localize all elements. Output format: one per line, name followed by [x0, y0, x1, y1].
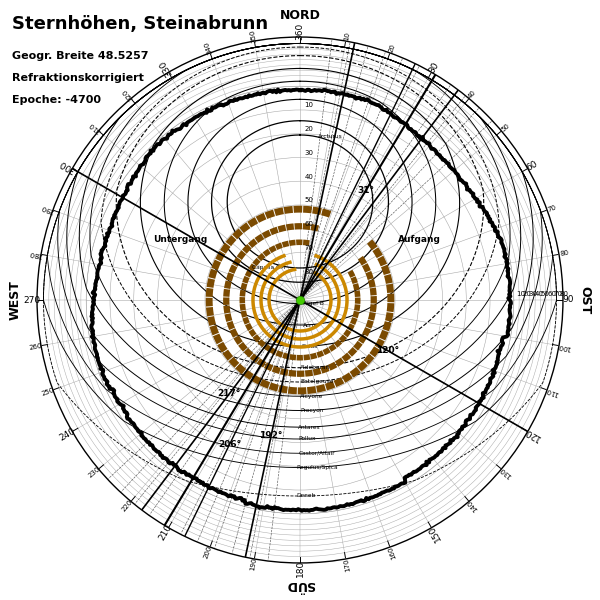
- Text: 60: 60: [525, 159, 539, 173]
- Text: 50: 50: [541, 292, 550, 298]
- Text: 220: 220: [121, 499, 134, 512]
- Text: Untergang: Untergang: [153, 235, 207, 244]
- Text: NORD: NORD: [280, 8, 320, 22]
- Text: 31°: 31°: [358, 185, 374, 194]
- Text: 30: 30: [529, 292, 538, 298]
- Text: 330: 330: [158, 58, 174, 77]
- Text: OST: OST: [578, 286, 592, 314]
- Text: 340: 340: [203, 41, 214, 55]
- Text: 230: 230: [88, 466, 101, 479]
- Text: Sirius: Sirius: [302, 344, 318, 349]
- Text: Pollux: Pollux: [298, 436, 316, 442]
- Text: 250: 250: [41, 386, 55, 397]
- Text: 40: 40: [467, 89, 478, 100]
- Text: WEST: WEST: [8, 280, 22, 320]
- Text: 40: 40: [535, 292, 544, 298]
- Text: 210: 210: [158, 523, 174, 542]
- Text: Betelgeuse: Betelgeuse: [300, 379, 334, 385]
- Text: Deneb: Deneb: [297, 493, 316, 499]
- Text: Aufgang: Aufgang: [398, 235, 441, 244]
- Text: 300: 300: [58, 158, 77, 174]
- Text: 10: 10: [304, 103, 313, 109]
- Text: 320: 320: [121, 88, 134, 101]
- Text: 190: 190: [249, 557, 257, 571]
- Text: Procyon: Procyon: [300, 408, 323, 413]
- Text: 260: 260: [29, 343, 43, 351]
- Text: 170: 170: [343, 557, 351, 571]
- Text: 150: 150: [426, 523, 442, 542]
- Text: Aldebaran: Aldebaran: [300, 365, 331, 370]
- Text: Antares: Antares: [298, 425, 321, 430]
- Text: 60: 60: [547, 292, 556, 298]
- Text: 100: 100: [557, 343, 571, 351]
- Text: Rigel B: Rigel B: [303, 301, 323, 306]
- Text: Capella CM: Capella CM: [253, 265, 286, 270]
- Text: 290: 290: [41, 203, 55, 214]
- Text: Refraktionskorrigiert: Refraktionskorrigiert: [12, 73, 144, 83]
- Text: 270: 270: [23, 296, 40, 305]
- Text: Epoche: -4700: Epoche: -4700: [12, 95, 101, 106]
- Text: 70: 70: [304, 245, 313, 251]
- Text: 30: 30: [304, 150, 313, 156]
- Text: Arcturus: Arcturus: [317, 134, 343, 139]
- Text: 80: 80: [559, 250, 569, 257]
- Text: 120: 120: [523, 426, 542, 442]
- Text: 310: 310: [88, 121, 101, 134]
- Text: Alcyone: Alcyone: [300, 394, 323, 399]
- Text: 20: 20: [388, 43, 396, 53]
- Text: 60: 60: [304, 221, 313, 227]
- Text: 50: 50: [304, 197, 313, 203]
- Text: 160: 160: [386, 545, 397, 559]
- Text: 240: 240: [58, 426, 77, 442]
- Text: 10: 10: [343, 31, 350, 41]
- Text: 70: 70: [553, 292, 562, 298]
- Text: 180: 180: [296, 560, 305, 577]
- Text: Castor/Altair: Castor/Altair: [298, 451, 335, 456]
- Text: 130: 130: [499, 466, 512, 479]
- Text: 80: 80: [304, 269, 313, 275]
- Text: 50: 50: [500, 122, 511, 133]
- Text: 200: 200: [203, 545, 214, 559]
- Text: Geogr. Breite 48.5257: Geogr. Breite 48.5257: [12, 51, 149, 61]
- Text: 20: 20: [304, 126, 313, 132]
- Text: 20: 20: [523, 292, 532, 298]
- Text: 70: 70: [547, 204, 557, 212]
- Text: 350: 350: [249, 29, 257, 43]
- Text: Regulus/Spica: Regulus/Spica: [297, 465, 338, 470]
- Text: 192°: 192°: [259, 431, 283, 440]
- Text: 280: 280: [29, 249, 43, 257]
- Text: 206°: 206°: [218, 440, 241, 449]
- Text: 80: 80: [559, 292, 568, 298]
- Text: 110: 110: [545, 386, 559, 397]
- Text: 40: 40: [304, 173, 313, 179]
- Text: 217°: 217°: [218, 389, 241, 398]
- Text: 90: 90: [563, 295, 574, 304]
- Text: 360: 360: [296, 23, 305, 40]
- Text: 10: 10: [517, 292, 526, 298]
- Text: 120°: 120°: [376, 346, 400, 355]
- Text: Acrus: Acrus: [303, 323, 319, 328]
- Text: 30: 30: [427, 61, 441, 75]
- Text: 140: 140: [466, 499, 479, 512]
- Text: SÜD: SÜD: [286, 578, 314, 592]
- Text: Sternhöhen, Steinabrunn: Sternhöhen, Steinabrunn: [12, 15, 268, 33]
